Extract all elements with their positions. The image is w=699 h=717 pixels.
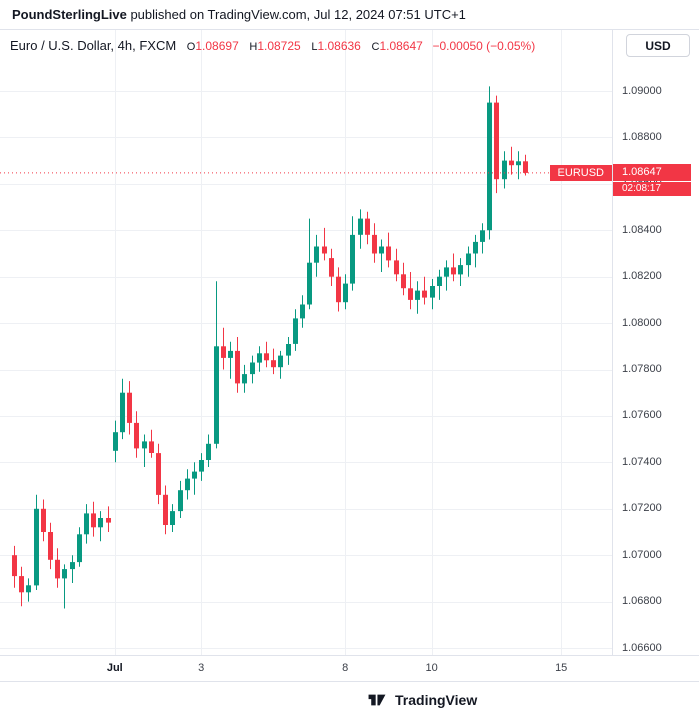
symbol-title[interactable]: Euro / U.S. Dollar, 4h, FXCM [10, 38, 177, 53]
price-scale-label: 1.07400 [622, 455, 662, 468]
price-scale-label: 1.07800 [622, 363, 662, 375]
time-scale-label: 15 [555, 662, 568, 674]
price-scale-label: 1.08200 [622, 270, 662, 283]
bar-countdown-box: 02:08:17 [613, 181, 691, 196]
publish-header: PoundSterlingLive published on TradingVi… [0, 0, 699, 30]
price-scale[interactable]: 1.08647 02:08:17 1.090001.088001.086001.… [612, 30, 699, 655]
publish-text: published on TradingView.com, Jul 12, 20… [126, 7, 466, 22]
chart-pane[interactable]: Euro / U.S. Dollar, 4h, FXCM O1.08697 H1… [0, 30, 612, 655]
price-scale-label: 1.08400 [622, 223, 662, 236]
close-label: C [371, 41, 380, 53]
time-scale-label: 8 [342, 662, 349, 674]
tradingview-logo-icon[interactable] [366, 692, 388, 708]
price-scale-label: 1.09000 [622, 84, 662, 97]
change-value: −0.00050 (−0.05%) [432, 39, 536, 53]
price-scale-label: 1.07600 [622, 409, 662, 422]
high-label: H [249, 41, 258, 53]
currency-toggle-button[interactable]: USD [626, 34, 690, 57]
price-line-symbol-tag: EURUSD [549, 164, 612, 181]
time-scale-label: 3 [198, 662, 205, 674]
publish-source: PoundSterlingLive [12, 7, 127, 22]
price-scale-label: 1.06600 [622, 641, 662, 654]
footer-bar: TradingView [0, 681, 699, 717]
time-scale[interactable]: Jul 3 8 10 15 [0, 655, 699, 681]
low-label: L [311, 41, 318, 53]
price-scale-label: 1.06800 [622, 595, 662, 608]
last-price-box: 1.08647 [613, 163, 691, 181]
time-scale-label: 10 [425, 662, 438, 674]
chart-region: Euro / U.S. Dollar, 4h, FXCM O1.08697 H1… [0, 30, 699, 655]
price-scale-label: 1.07000 [622, 548, 662, 561]
price-scale-label: 1.07200 [622, 502, 662, 515]
time-scale-label: Jul [106, 662, 123, 674]
price-scale-label: 1.08000 [622, 316, 662, 329]
open-value: 1.08697 [195, 39, 239, 53]
price-scale-label: 1.08800 [622, 130, 662, 143]
open-label: O [186, 41, 196, 53]
candlestick-chart[interactable] [0, 30, 612, 655]
close-value: 1.08647 [379, 39, 423, 53]
chart-legend: Euro / U.S. Dollar, 4h, FXCM O1.08697 H1… [10, 38, 535, 53]
low-value: 1.08636 [317, 39, 361, 53]
high-value: 1.08725 [257, 39, 301, 53]
tradingview-brand[interactable]: TradingView [395, 691, 478, 708]
